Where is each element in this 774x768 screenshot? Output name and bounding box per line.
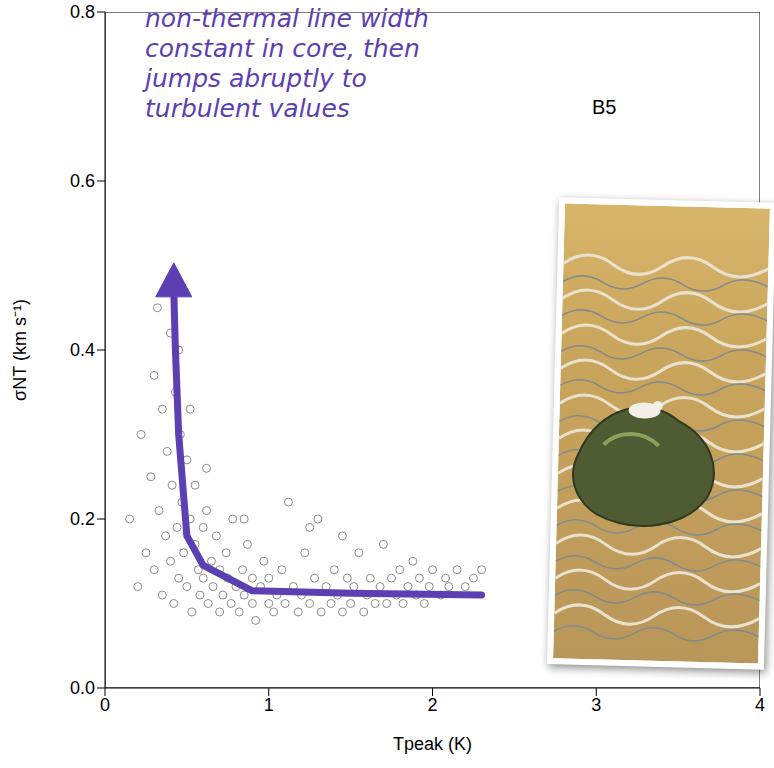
html-text:constant in core, then: constant in core, then (145, 34, 420, 63)
svg-text:2: 2 (427, 695, 437, 715)
svg-text:0.2: 0.2 (70, 509, 95, 529)
html-text:non-thermal line width: non-thermal line width (145, 4, 429, 33)
svg-text:0.6: 0.6 (70, 171, 95, 191)
svg-text:σNT (km s⁻¹): σNT (km s⁻¹) (10, 299, 30, 401)
html-text:jumps abruptly to: jumps abruptly to (145, 64, 367, 93)
svg-text:1: 1 (264, 695, 274, 715)
svg-text:0.0: 0.0 (70, 678, 95, 698)
svg-text:0.8: 0.8 (70, 2, 95, 22)
svg-text:3: 3 (591, 695, 601, 715)
html-text:turbulent values: turbulent values (145, 94, 350, 123)
svg-text:0: 0 (100, 695, 110, 715)
svg-text:4: 4 (755, 695, 765, 715)
svg-text:0.4: 0.4 (70, 340, 95, 360)
html-text:B5: B5 (592, 96, 617, 118)
svg-text:Tpeak (K): Tpeak (K) (393, 734, 472, 754)
